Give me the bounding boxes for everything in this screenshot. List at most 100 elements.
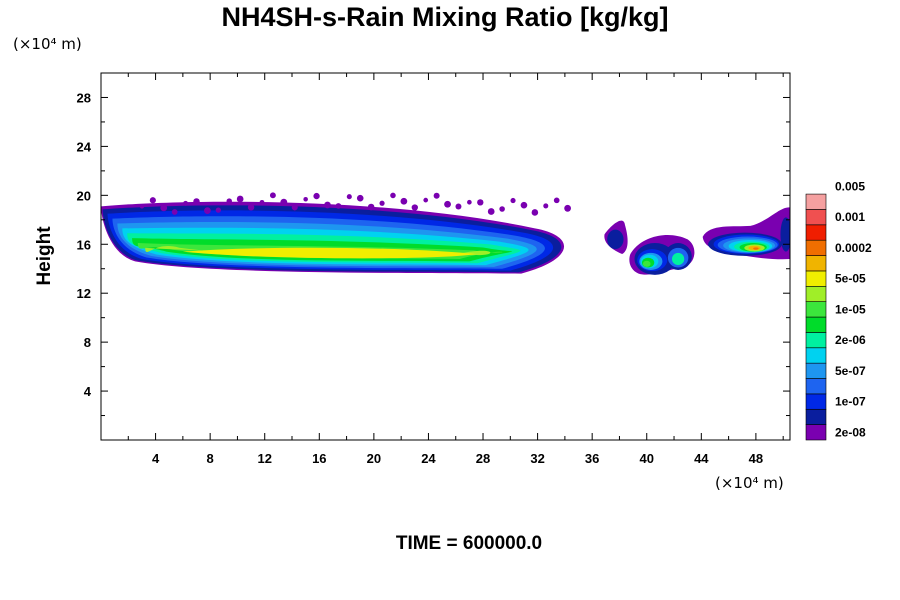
x-tick-label: 36 bbox=[585, 451, 599, 466]
colorbar-swatch bbox=[805, 332, 827, 349]
cloud-top-fringe bbox=[499, 206, 505, 212]
cloud-top-fringe bbox=[510, 197, 516, 204]
cloud-top-fringe bbox=[335, 203, 342, 209]
colorbar-swatch bbox=[805, 347, 827, 364]
cloud-top-fringe bbox=[259, 199, 265, 205]
contour-band-1e-07 bbox=[607, 229, 624, 250]
cloud-top-fringe bbox=[433, 192, 440, 199]
plot-frame bbox=[100, 72, 791, 441]
x-unit-label: (×10⁴ m) bbox=[715, 474, 784, 492]
colorbar-label: 0.001 bbox=[835, 210, 865, 224]
colorbar-label: 1e-05 bbox=[835, 302, 866, 316]
cloud-top-fringe bbox=[379, 200, 385, 206]
cloud-top-fringe bbox=[455, 203, 462, 210]
cloud-top-fringe bbox=[520, 201, 528, 209]
cloud-top-fringe bbox=[139, 204, 145, 209]
contour-core bbox=[182, 247, 477, 259]
colorbar-swatch bbox=[805, 239, 827, 256]
colorbar-label: 0.0002 bbox=[835, 241, 872, 255]
x-tick-label: 16 bbox=[312, 451, 326, 466]
x-tick-label: 12 bbox=[257, 451, 271, 466]
colorbar-swatch bbox=[805, 408, 827, 425]
colorbar-swatch bbox=[805, 316, 827, 333]
x-tick-label: 24 bbox=[421, 451, 436, 466]
contour-band-1e-07 bbox=[780, 217, 790, 252]
y-tick-label: 28 bbox=[77, 90, 91, 105]
cloud-top-fringe bbox=[247, 204, 255, 211]
chart-title: NH4SH-s-Rain Mixing Ratio [kg/kg] bbox=[221, 2, 668, 32]
cloud-top-fringe bbox=[291, 204, 298, 211]
cloud-top-fringe bbox=[467, 199, 472, 205]
cloud-top-fringe bbox=[346, 194, 352, 200]
colorbar-swatch bbox=[805, 378, 827, 395]
cloud-top-fringe bbox=[303, 196, 308, 202]
y-unit-label: (×10⁴ m) bbox=[13, 35, 82, 53]
colorbar-swatch bbox=[805, 209, 827, 226]
cloud-top-fringe bbox=[444, 200, 451, 208]
x-tick-label: 28 bbox=[476, 451, 490, 466]
y-tick-label: 16 bbox=[77, 237, 91, 252]
cloud-top-fringe bbox=[390, 192, 396, 199]
colorbar-swatch bbox=[805, 193, 827, 210]
cloud-top-fringe bbox=[215, 207, 221, 213]
contour-band-6 bbox=[671, 252, 685, 266]
y-tick-label: 8 bbox=[84, 335, 91, 350]
cloud-top-fringe bbox=[171, 209, 178, 215]
cloud-top-fringe bbox=[564, 204, 571, 212]
colorbar-swatch bbox=[805, 301, 827, 318]
colorbar-label: 1e-07 bbox=[835, 395, 866, 409]
cloud-top-fringe bbox=[193, 198, 200, 205]
colorbar-label: 5e-05 bbox=[835, 272, 866, 286]
y-tick-label: 24 bbox=[77, 139, 92, 154]
x-tick-label: 44 bbox=[694, 451, 709, 466]
colorbar-label: 5e-07 bbox=[835, 364, 866, 378]
cloud-top-fringe bbox=[280, 198, 288, 206]
time-label: TIME = 600000.0 bbox=[396, 533, 542, 554]
cloud-top-fringe bbox=[183, 200, 189, 206]
colorbar-swatch bbox=[805, 362, 827, 379]
cloud-top-fringe bbox=[324, 201, 331, 209]
colorbar-swatch bbox=[805, 285, 827, 302]
colorbar-swatch bbox=[805, 224, 827, 241]
y-tick-label: 20 bbox=[77, 188, 91, 203]
cloud-top-fringe bbox=[313, 192, 320, 200]
colorbar-label: 0.005 bbox=[835, 179, 865, 193]
cloud-top-fringe bbox=[477, 199, 484, 206]
cloud-top-fringe bbox=[543, 203, 549, 209]
colorbar-swatch bbox=[805, 255, 827, 272]
colorbar-swatch bbox=[805, 424, 827, 441]
colorbar: 2e-08 1e-07 5e-07 2e-06 1e-05 5e-05 0.0002 0.00… bbox=[805, 179, 872, 441]
x-tick-label: 20 bbox=[367, 451, 381, 466]
cloud-top-fringe bbox=[356, 194, 364, 202]
cloud-top-fringe bbox=[367, 203, 375, 211]
cloud-top-fringe bbox=[226, 198, 232, 204]
cloud-top-fringe bbox=[411, 204, 418, 211]
colorbar-swatch bbox=[805, 270, 827, 287]
cloud-top-fringe bbox=[204, 207, 211, 214]
contour-band-12 bbox=[753, 247, 759, 250]
cloud-top-fringe bbox=[531, 209, 539, 216]
y-axis-label: Height bbox=[34, 226, 55, 286]
x-tick-label: 32 bbox=[530, 451, 544, 466]
cloud-top-fringe bbox=[553, 197, 560, 204]
mixing-ratio-field bbox=[101, 192, 790, 275]
colorbar-label: 2e-06 bbox=[835, 333, 866, 347]
colorbar-label: 2e-08 bbox=[835, 425, 866, 439]
cloud-top-fringe bbox=[236, 195, 244, 203]
contour-band-8 bbox=[642, 260, 651, 267]
cloud-top-fringe bbox=[149, 197, 156, 204]
y-tick-label: 12 bbox=[77, 286, 91, 301]
cloud-top-fringe bbox=[487, 208, 495, 215]
x-tick-label: 40 bbox=[640, 451, 654, 466]
colorbar-swatch bbox=[805, 393, 827, 410]
x-tick-label: 4 bbox=[152, 451, 160, 466]
y-tick-label: 4 bbox=[84, 384, 92, 399]
cloud-top-fringe bbox=[423, 197, 429, 203]
cloud-top-fringe bbox=[400, 197, 408, 205]
cloud-top-fringe bbox=[160, 204, 168, 212]
cloud-top-fringe bbox=[269, 192, 276, 199]
x-tick-label: 48 bbox=[749, 451, 763, 466]
x-tick-label: 8 bbox=[207, 451, 214, 466]
